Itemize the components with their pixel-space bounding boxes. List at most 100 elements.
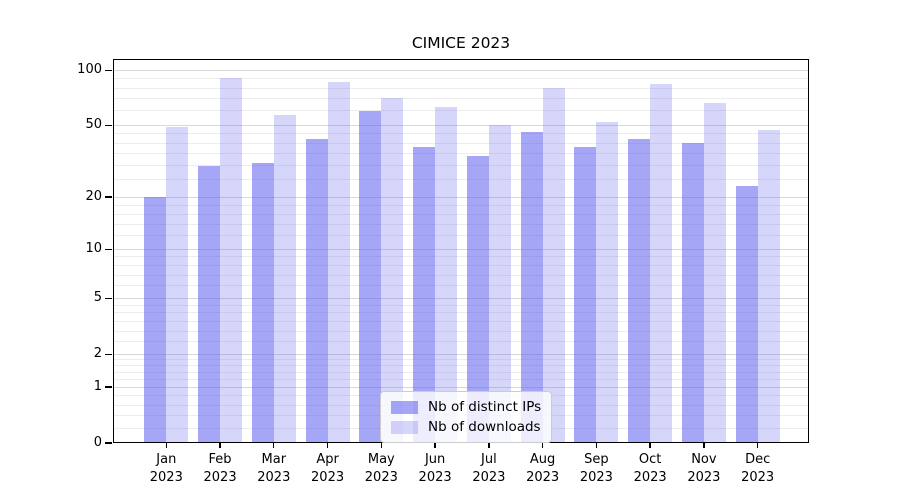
year-label: 2023: [633, 469, 667, 485]
y-axis-tick: [105, 297, 112, 299]
minor-gridline: [113, 142, 809, 144]
bar-distinct-ips-jul: [466, 155, 489, 443]
minor-gridline: [113, 378, 809, 380]
month-label: Sep: [584, 452, 609, 467]
x-axis-tick-label: Apr 2023: [296, 451, 360, 486]
major-gridline: [113, 386, 809, 388]
y-axis-tick: [105, 69, 112, 71]
month-label: Feb: [208, 452, 232, 467]
bar-distinct-ips-may: [359, 110, 382, 443]
minor-gridline: [113, 110, 809, 112]
minor-gridline: [113, 265, 809, 266]
x-axis-tick: [703, 443, 705, 448]
x-axis-tick: [434, 443, 436, 448]
bar-downloads-feb: [220, 77, 243, 443]
minor-gridline: [113, 312, 809, 314]
month-label: Nov: [691, 452, 717, 467]
y-axis-tick-label: 100: [77, 62, 102, 78]
x-axis-tick-label: Dec 2023: [726, 451, 790, 486]
major-gridline: [113, 196, 809, 198]
x-axis-tick-label: Nov 2023: [672, 451, 736, 486]
bar-distinct-ips-oct: [628, 139, 651, 443]
year-label: 2023: [579, 469, 613, 485]
bar-distinct-ips-jun: [413, 147, 436, 443]
year-label: 2023: [149, 469, 183, 485]
year-label: 2023: [687, 469, 721, 485]
bar-distinct-ips-nov: [681, 143, 704, 443]
y-axis-tick: [105, 386, 112, 388]
legend-swatch-downloads: [391, 420, 418, 434]
bar-distinct-ips-aug: [520, 131, 543, 443]
month-label: Apr: [316, 452, 339, 467]
y-axis-tick: [105, 353, 112, 355]
month-label: Mar: [261, 452, 287, 467]
x-axis-tick: [649, 443, 651, 448]
minor-gridline: [113, 304, 809, 306]
bar-downloads-jun: [435, 107, 458, 443]
year-label: 2023: [257, 469, 291, 485]
y-axis-tick-label: 10: [85, 241, 102, 257]
plot-area: 0 1 2 5 10 20 50 100 Jan 2023 Feb 2023 Mar 2023 Apr 202…: [77, 59, 809, 485]
x-axis-tick-label: Feb 2023: [188, 451, 252, 486]
x-axis-tick: [326, 443, 329, 448]
minor-gridline: [113, 320, 809, 322]
bar-downloads-nov: [703, 103, 726, 443]
minor-gridline: [113, 256, 809, 258]
y-axis-tick-label: 5: [93, 290, 102, 306]
x-axis-tick: [488, 443, 490, 448]
bar-downloads-mar: [273, 114, 296, 443]
minor-gridline: [113, 179, 809, 181]
x-axis-tick-label: Jul 2023: [457, 451, 521, 486]
x-axis-tick-label: Oct 2023: [618, 451, 682, 486]
legend-label-downloads: Nb of downloads: [428, 419, 541, 435]
legend-swatch-distinct-ips: [391, 400, 418, 414]
minor-gridline: [113, 98, 809, 100]
minor-gridline: [113, 274, 809, 276]
major-gridline: [113, 297, 809, 299]
y-axis-tick-label: 2: [93, 346, 102, 362]
minor-gridline: [113, 359, 809, 361]
year-label: 2023: [311, 469, 345, 485]
minor-gridline: [113, 223, 809, 225]
year-label: 2023: [418, 469, 452, 485]
y-axis-tick: [105, 248, 112, 250]
minor-gridline: [113, 341, 809, 343]
major-gridline: [113, 248, 809, 250]
x-axis-tick: [165, 443, 167, 448]
year-label: 2023: [741, 469, 775, 485]
x-axis-tick: [273, 443, 275, 448]
bar-distinct-ips-jan: [144, 197, 167, 443]
minor-gridline: [113, 153, 809, 155]
bar-distinct-ips-sep: [574, 147, 597, 443]
bar-downloads-jan: [166, 126, 189, 443]
bar-downloads-aug: [542, 88, 565, 443]
bar-downloads-dec: [757, 130, 780, 443]
bar-downloads-jul: [488, 125, 511, 443]
minor-gridline: [113, 204, 809, 206]
minor-gridline: [113, 235, 809, 237]
bar-downloads-apr: [327, 82, 350, 443]
minor-gridline: [113, 87, 809, 89]
minor-gridline: [113, 330, 809, 332]
legend-entry-distinct-ips: Nb of distinct IPs: [389, 397, 543, 417]
bar-downloads-oct: [650, 84, 673, 443]
bar-distinct-ips-dec: [735, 186, 758, 443]
x-axis-tick-label: Aug 2023: [511, 451, 575, 486]
minor-gridline: [113, 285, 809, 287]
major-gridline: [113, 69, 809, 71]
year-label: 2023: [364, 469, 398, 485]
major-gridline: [113, 353, 809, 355]
bar-downloads-may: [381, 97, 404, 443]
x-axis-tick-label: Sep 2023: [564, 451, 628, 486]
year-label: 2023: [472, 469, 506, 485]
y-axis-tick: [105, 196, 112, 198]
month-label: Dec: [745, 452, 771, 467]
x-axis-tick-label: May 2023: [349, 451, 413, 486]
bar-distinct-ips-apr: [305, 139, 328, 443]
minor-gridline: [113, 133, 809, 135]
bar-distinct-ips-feb: [198, 165, 221, 443]
y-axis-tick-label: 1: [93, 379, 102, 394]
x-axis-tick: [595, 443, 598, 448]
y-axis-tick: [105, 442, 112, 444]
x-axis-tick: [757, 443, 759, 448]
